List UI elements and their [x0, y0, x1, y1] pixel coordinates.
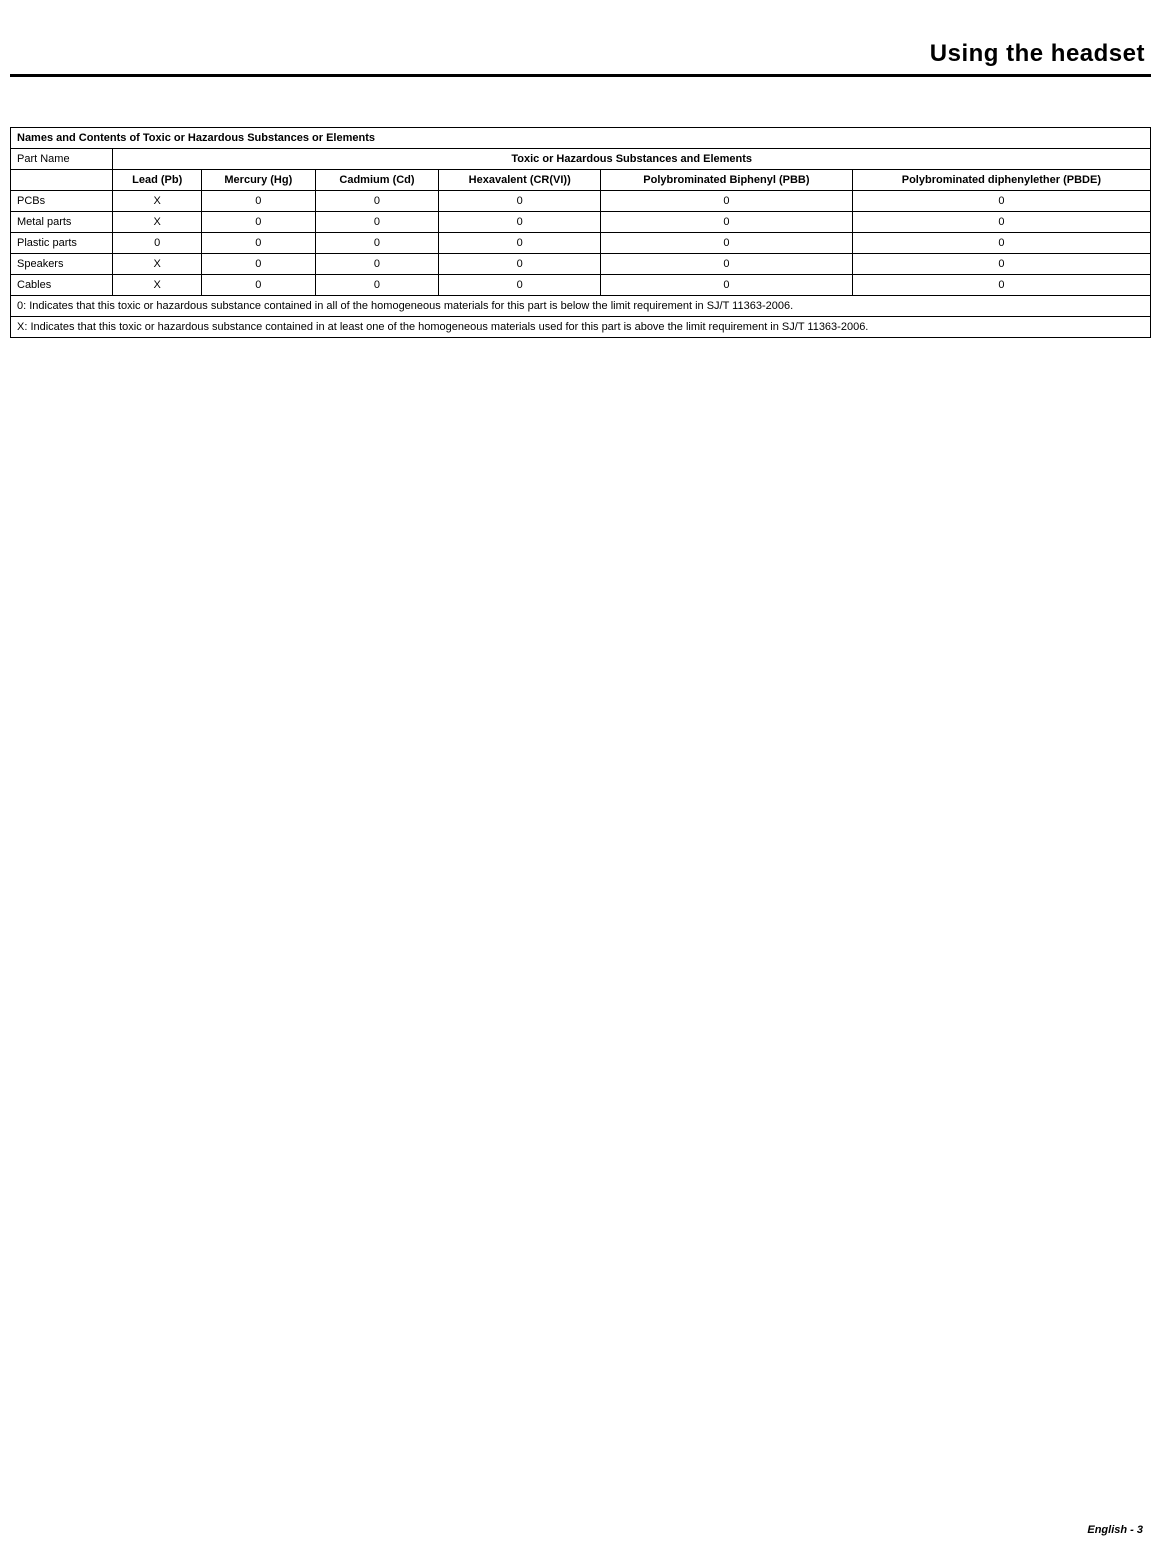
column-header-mercury: Mercury (Hg): [202, 170, 316, 191]
substances-group-header: Toxic or Hazardous Substances and Elemen…: [113, 149, 1151, 170]
page: Using the headset Names and Contents of …: [0, 0, 1161, 1556]
data-cell: 0: [113, 233, 202, 254]
data-cell: 0: [315, 233, 439, 254]
table-row: Metal parts X 0 0 0 0 0: [11, 212, 1151, 233]
data-cell: 0: [439, 191, 601, 212]
table-row: Cables X 0 0 0 0 0: [11, 275, 1151, 296]
data-cell: 0: [315, 275, 439, 296]
data-cell: 0: [601, 233, 853, 254]
column-header-pbde: Polybrominated diphenylether (PBDE): [852, 170, 1150, 191]
row-label: PCBs: [11, 191, 113, 212]
column-header-cadmium: Cadmium (Cd): [315, 170, 439, 191]
data-cell: 0: [315, 212, 439, 233]
data-cell: X: [113, 254, 202, 275]
data-cell: 0: [852, 191, 1150, 212]
data-cell: 0: [439, 254, 601, 275]
table-row: PCBs X 0 0 0 0 0: [11, 191, 1151, 212]
table-note-x: X: Indicates that this toxic or hazardou…: [11, 317, 1151, 338]
page-title: Using the headset: [10, 40, 1151, 77]
data-cell: 0: [439, 212, 601, 233]
data-cell: 0: [439, 233, 601, 254]
table-title: Names and Contents of Toxic or Hazardous…: [11, 128, 1151, 149]
data-cell: 0: [202, 275, 316, 296]
data-cell: 0: [202, 212, 316, 233]
row-label: Metal parts: [11, 212, 113, 233]
data-cell: X: [113, 212, 202, 233]
data-cell: 0: [202, 254, 316, 275]
column-header-blank: [11, 170, 113, 191]
table-row: Speakers X 0 0 0 0 0: [11, 254, 1151, 275]
data-cell: X: [113, 275, 202, 296]
column-header-hexavalent: Hexavalent (CR(VI)): [439, 170, 601, 191]
data-cell: X: [113, 191, 202, 212]
row-label: Cables: [11, 275, 113, 296]
data-cell: 0: [601, 254, 853, 275]
page-number: English - 3: [1087, 1524, 1143, 1536]
column-header-pbb: Polybrominated Biphenyl (PBB): [601, 170, 853, 191]
table-note-zero: 0: Indicates that this toxic or hazardou…: [11, 296, 1151, 317]
data-cell: 0: [852, 275, 1150, 296]
hazardous-substances-table: Names and Contents of Toxic or Hazardous…: [10, 127, 1151, 338]
data-cell: 0: [601, 275, 853, 296]
table-row: Plastic parts 0 0 0 0 0 0: [11, 233, 1151, 254]
column-header-lead: Lead (Pb): [113, 170, 202, 191]
row-label: Speakers: [11, 254, 113, 275]
data-cell: 0: [852, 233, 1150, 254]
data-cell: 0: [852, 212, 1150, 233]
data-cell: 0: [202, 233, 316, 254]
data-cell: 0: [601, 191, 853, 212]
data-cell: 0: [315, 254, 439, 275]
data-cell: 0: [202, 191, 316, 212]
data-cell: 0: [315, 191, 439, 212]
data-cell: 0: [439, 275, 601, 296]
row-label: Plastic parts: [11, 233, 113, 254]
data-cell: 0: [852, 254, 1150, 275]
part-name-label: Part Name: [11, 149, 113, 170]
data-cell: 0: [601, 212, 853, 233]
